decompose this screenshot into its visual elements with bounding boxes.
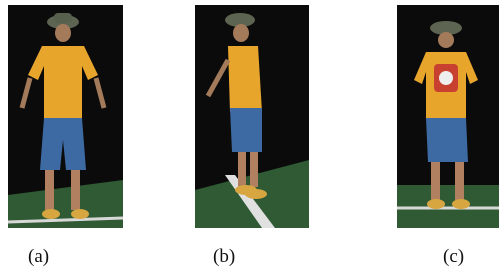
page: (a) (b) (c) (() => { const data = JSON.p… bbox=[0, 0, 501, 272]
photo-side bbox=[195, 5, 309, 228]
figure: (a) (b) (c) bbox=[0, 0, 501, 272]
photo-front bbox=[8, 5, 123, 228]
panel-label: (b) bbox=[213, 246, 235, 267]
panel-label: (c) bbox=[443, 246, 464, 267]
panel-label: (a) bbox=[28, 246, 49, 267]
photo-back bbox=[397, 5, 499, 228]
